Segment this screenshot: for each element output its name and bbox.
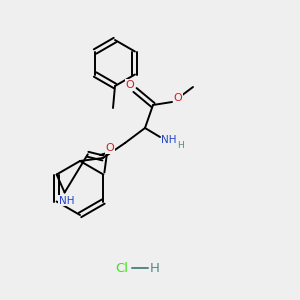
Text: O: O	[126, 80, 134, 90]
Text: H: H	[178, 142, 184, 151]
Text: Cl: Cl	[116, 262, 128, 275]
Text: NH: NH	[59, 196, 74, 206]
Text: O: O	[106, 143, 114, 153]
Text: NH: NH	[161, 135, 177, 145]
Text: O: O	[174, 93, 182, 103]
Text: H: H	[150, 262, 160, 275]
